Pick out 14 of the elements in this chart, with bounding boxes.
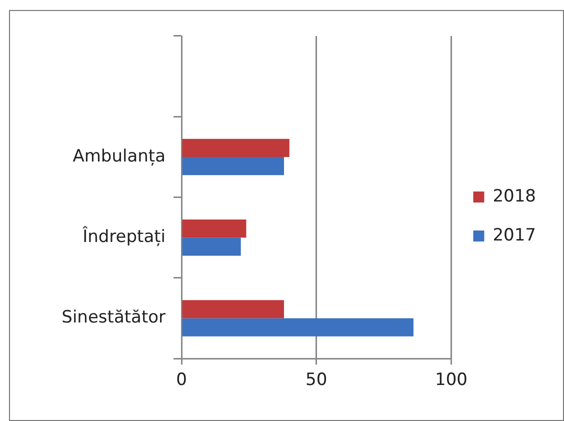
bar: [182, 238, 241, 256]
y-tick-label: Sinestătător: [62, 308, 166, 328]
legend-label: 2018: [492, 186, 536, 206]
bar: [182, 156, 284, 176]
legend-label: 2017: [492, 225, 536, 246]
bar: [182, 300, 284, 318]
y-tick-label: Ambulanța: [72, 146, 166, 166]
x-tick-label: 100: [435, 370, 468, 390]
x-tick-label: 0: [176, 370, 187, 390]
bar: [182, 138, 290, 157]
y-tick-label: Îndreptați: [82, 226, 166, 248]
bar: [182, 219, 246, 238]
x-tick-label: 50: [306, 370, 328, 390]
bar: [182, 318, 414, 336]
